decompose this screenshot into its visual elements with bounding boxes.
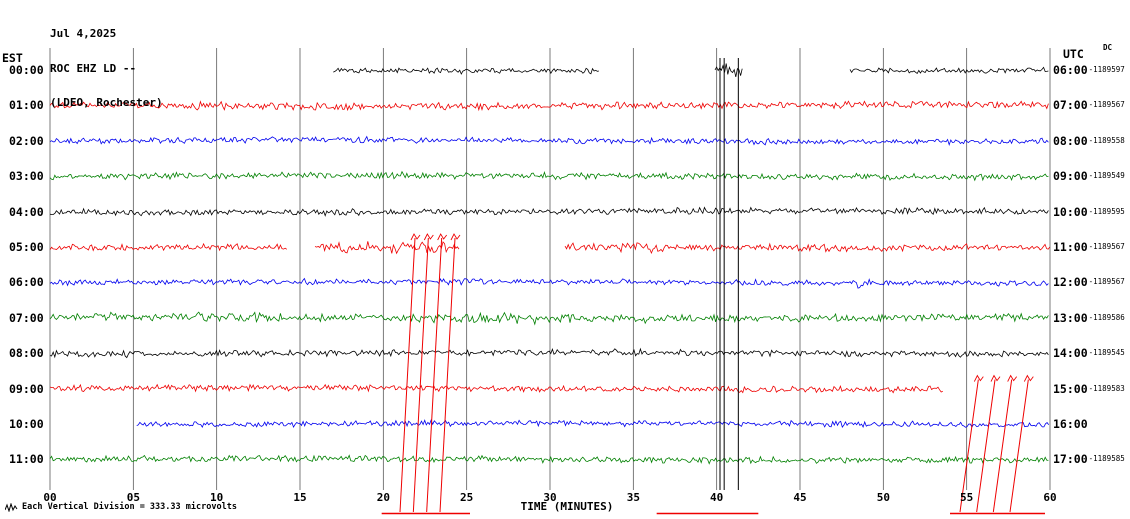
utc-axis-label: UTC <box>1063 47 1084 61</box>
header-location: (LDEO, Rochester) <box>50 96 163 109</box>
header-station: ROC EHZ LD -- <box>50 61 137 75</box>
header-date: Jul 4,2025 <box>50 27 117 40</box>
x-axis-title: TIME (MINUTES) <box>520 500 614 513</box>
waveform-icon <box>5 503 18 512</box>
header: Jul 4,2025 ROC EHZ LD -- (LDEO, Rocheste… <box>50 5 163 132</box>
est-axis-label: EST <box>2 51 23 65</box>
scale-note-text: Each Vertical Division = 333.33 microvol… <box>22 502 237 512</box>
scale-note: Each Vertical Division = 333.33 microvol… <box>5 502 237 512</box>
dc-axis-label: DC <box>1103 43 1113 52</box>
